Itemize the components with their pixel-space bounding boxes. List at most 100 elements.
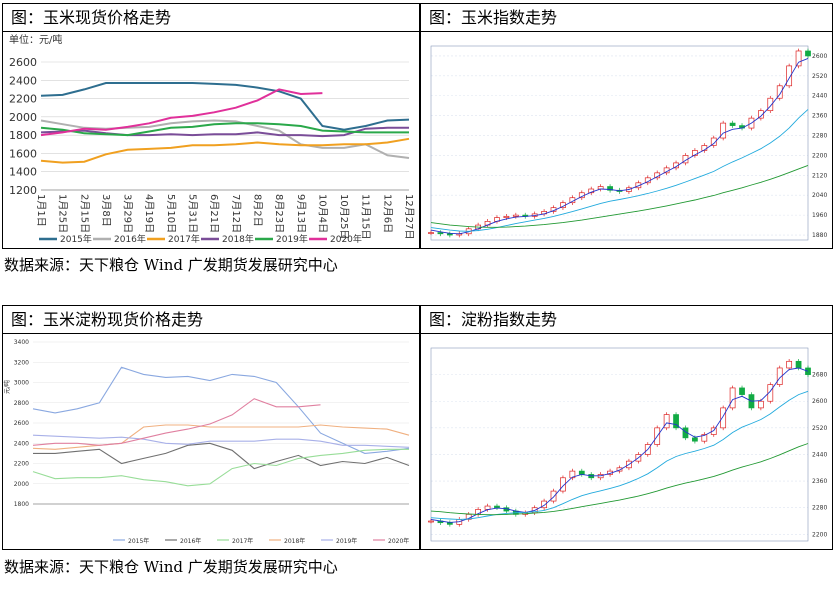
candle-body (616, 467, 623, 472)
starch-spot-panel: 图：玉米淀粉现货价格走势 元/吨 1800 2000 2200 2400 2600 2800… (2, 305, 420, 550)
x-tick-label: 10月4日 (316, 194, 328, 233)
y-tick-label: 3200 (14, 359, 29, 366)
x-tick-label: 12月6日 (381, 194, 393, 233)
series-line-2017年 (32, 448, 409, 487)
y-tick-label: 2520 (812, 73, 827, 80)
candle-body (484, 505, 491, 510)
candle-body (494, 505, 500, 509)
candle-body (560, 477, 566, 492)
candle-body (739, 387, 745, 395)
y-tick-label: 1400 (9, 166, 37, 179)
y-tick-label: 2120 (812, 172, 827, 179)
candle-body (569, 470, 576, 479)
y-tick-label: 1960 (812, 212, 827, 219)
x-tick-label: 5月10日 (165, 194, 177, 233)
series-line-2015年 (40, 82, 410, 131)
x-tick-label: 2月15日 (78, 194, 90, 233)
series-line-2019年 (40, 122, 409, 137)
candle-body (663, 414, 670, 429)
x-tick-label: 1月25日 (57, 194, 69, 233)
candle-body (767, 384, 774, 402)
candle-body (701, 434, 708, 442)
legend-label: 2020年 (388, 537, 409, 545)
candle-body (437, 232, 444, 235)
legend-label: 2018年 (284, 537, 305, 545)
corn-index-chart: 1880 1960 2040 2120 2200 2280 2360 2440 2520 2600 (428, 45, 827, 241)
x-tick-label: 1月1日 (35, 194, 47, 227)
series-line-2018年 (40, 126, 409, 138)
candle-body (805, 50, 811, 57)
candle-body (428, 232, 434, 234)
y-tick-label: 2600 (14, 420, 29, 427)
series-line-ma-long (430, 443, 809, 516)
candle-body (541, 500, 547, 509)
y-axis-label: 单位：元/吨 (9, 33, 62, 46)
candle-body (795, 50, 802, 67)
candle-body (503, 216, 510, 218)
legend-label: 2015年 (60, 233, 92, 245)
series-line-2020年 (32, 398, 321, 446)
starch-spot-chart: 元/吨 1800 2000 2200 2400 2600 2800 3000 3200 3400 2… (3, 339, 410, 545)
corn-index-panel: 图：玉米指数走势 1880 1960 2040 2120 2200 2280 2360 244… (420, 3, 833, 249)
y-tick-label: 2000 (14, 481, 29, 488)
y-tick-label: 1880 (812, 232, 827, 239)
starch-spot-title: 图：玉米淀粉现货价格走势 (3, 306, 419, 334)
source-note: 数据来源：天下粮仓 Wind 广发期货发展研究中心 (4, 256, 338, 274)
y-tick-label: 2440 (812, 451, 827, 458)
corn-index-title: 图：玉米指数走势 (421, 4, 832, 32)
candle-body (720, 407, 727, 429)
y-tick-label: 2800 (14, 400, 29, 407)
candle-body (692, 437, 698, 442)
candle-body (786, 65, 793, 87)
series-line-ma-short (430, 57, 809, 235)
y-tick-label: 2600 (9, 56, 37, 69)
legend-label: 2020年 (330, 233, 362, 245)
y-tick-label: 1600 (9, 147, 37, 160)
y-tick-label: 2400 (9, 74, 37, 87)
x-tick-label: 4月19日 (143, 194, 155, 233)
y-tick-label: 2520 (812, 425, 827, 432)
series-line-2017年 (40, 137, 410, 164)
series-line-ma-long (430, 164, 809, 228)
candle-body (550, 490, 557, 502)
y-tick-label: 2400 (14, 440, 29, 447)
y-tick-label: 2360 (812, 478, 827, 485)
corn-spot-title: 图：玉米现货价格走势 (3, 4, 419, 32)
series-line-2020年 (40, 88, 323, 137)
source-note-2: 数据来源：天下粮仓 Wind 广发期货发展研究中心 (4, 558, 338, 576)
x-tick-label: 3月8日 (100, 194, 112, 227)
legend-label: 2016年 (114, 233, 146, 245)
candle-body (776, 367, 783, 385)
y-tick-label: 1800 (9, 129, 37, 142)
corn-spot-chart: 单位：元/吨 1200 1400 1600 1800 2000 2200 2400 2600 1月… (9, 33, 415, 245)
x-tick-label: 7月12日 (230, 194, 242, 233)
series-line-2015年 (32, 366, 410, 454)
candle-body (446, 522, 453, 525)
y-tick-label: 2600 (812, 53, 827, 60)
legend-label: 2018年 (222, 233, 254, 245)
x-tick-label: 8月23日 (273, 194, 285, 233)
candle-body (720, 122, 727, 139)
candle-body (446, 233, 453, 236)
y-tick-label: 2200 (9, 93, 37, 106)
legend-label: 2019年 (276, 233, 308, 245)
legend-label: 2019年 (336, 537, 357, 545)
x-tick-label: 5月31日 (187, 194, 199, 233)
candle-body (729, 387, 736, 409)
starch-index-chart: 2200 2280 2360 2440 2520 2600 2680 (428, 347, 827, 542)
y-tick-label: 2040 (812, 192, 827, 199)
corn-spot-panel: 图：玉米现货价格走势 单位：元/吨 1200 1400 1600 1800 2000 220… (2, 3, 420, 249)
candle-body (635, 182, 642, 189)
candle-body (776, 85, 783, 99)
y-tick-label: 1800 (14, 501, 29, 508)
series-line-2016年 (33, 442, 410, 470)
y-tick-label: 2200 (812, 531, 827, 538)
series-line-2019年 (32, 434, 410, 448)
candle-body (786, 360, 793, 369)
x-tick-label: 9月13日 (295, 194, 307, 233)
x-tick-label: 10月25日 (338, 194, 350, 239)
candle-body (710, 137, 717, 146)
candle-body (757, 110, 764, 119)
candle-body (710, 427, 717, 435)
y-tick-label: 2200 (14, 461, 29, 468)
